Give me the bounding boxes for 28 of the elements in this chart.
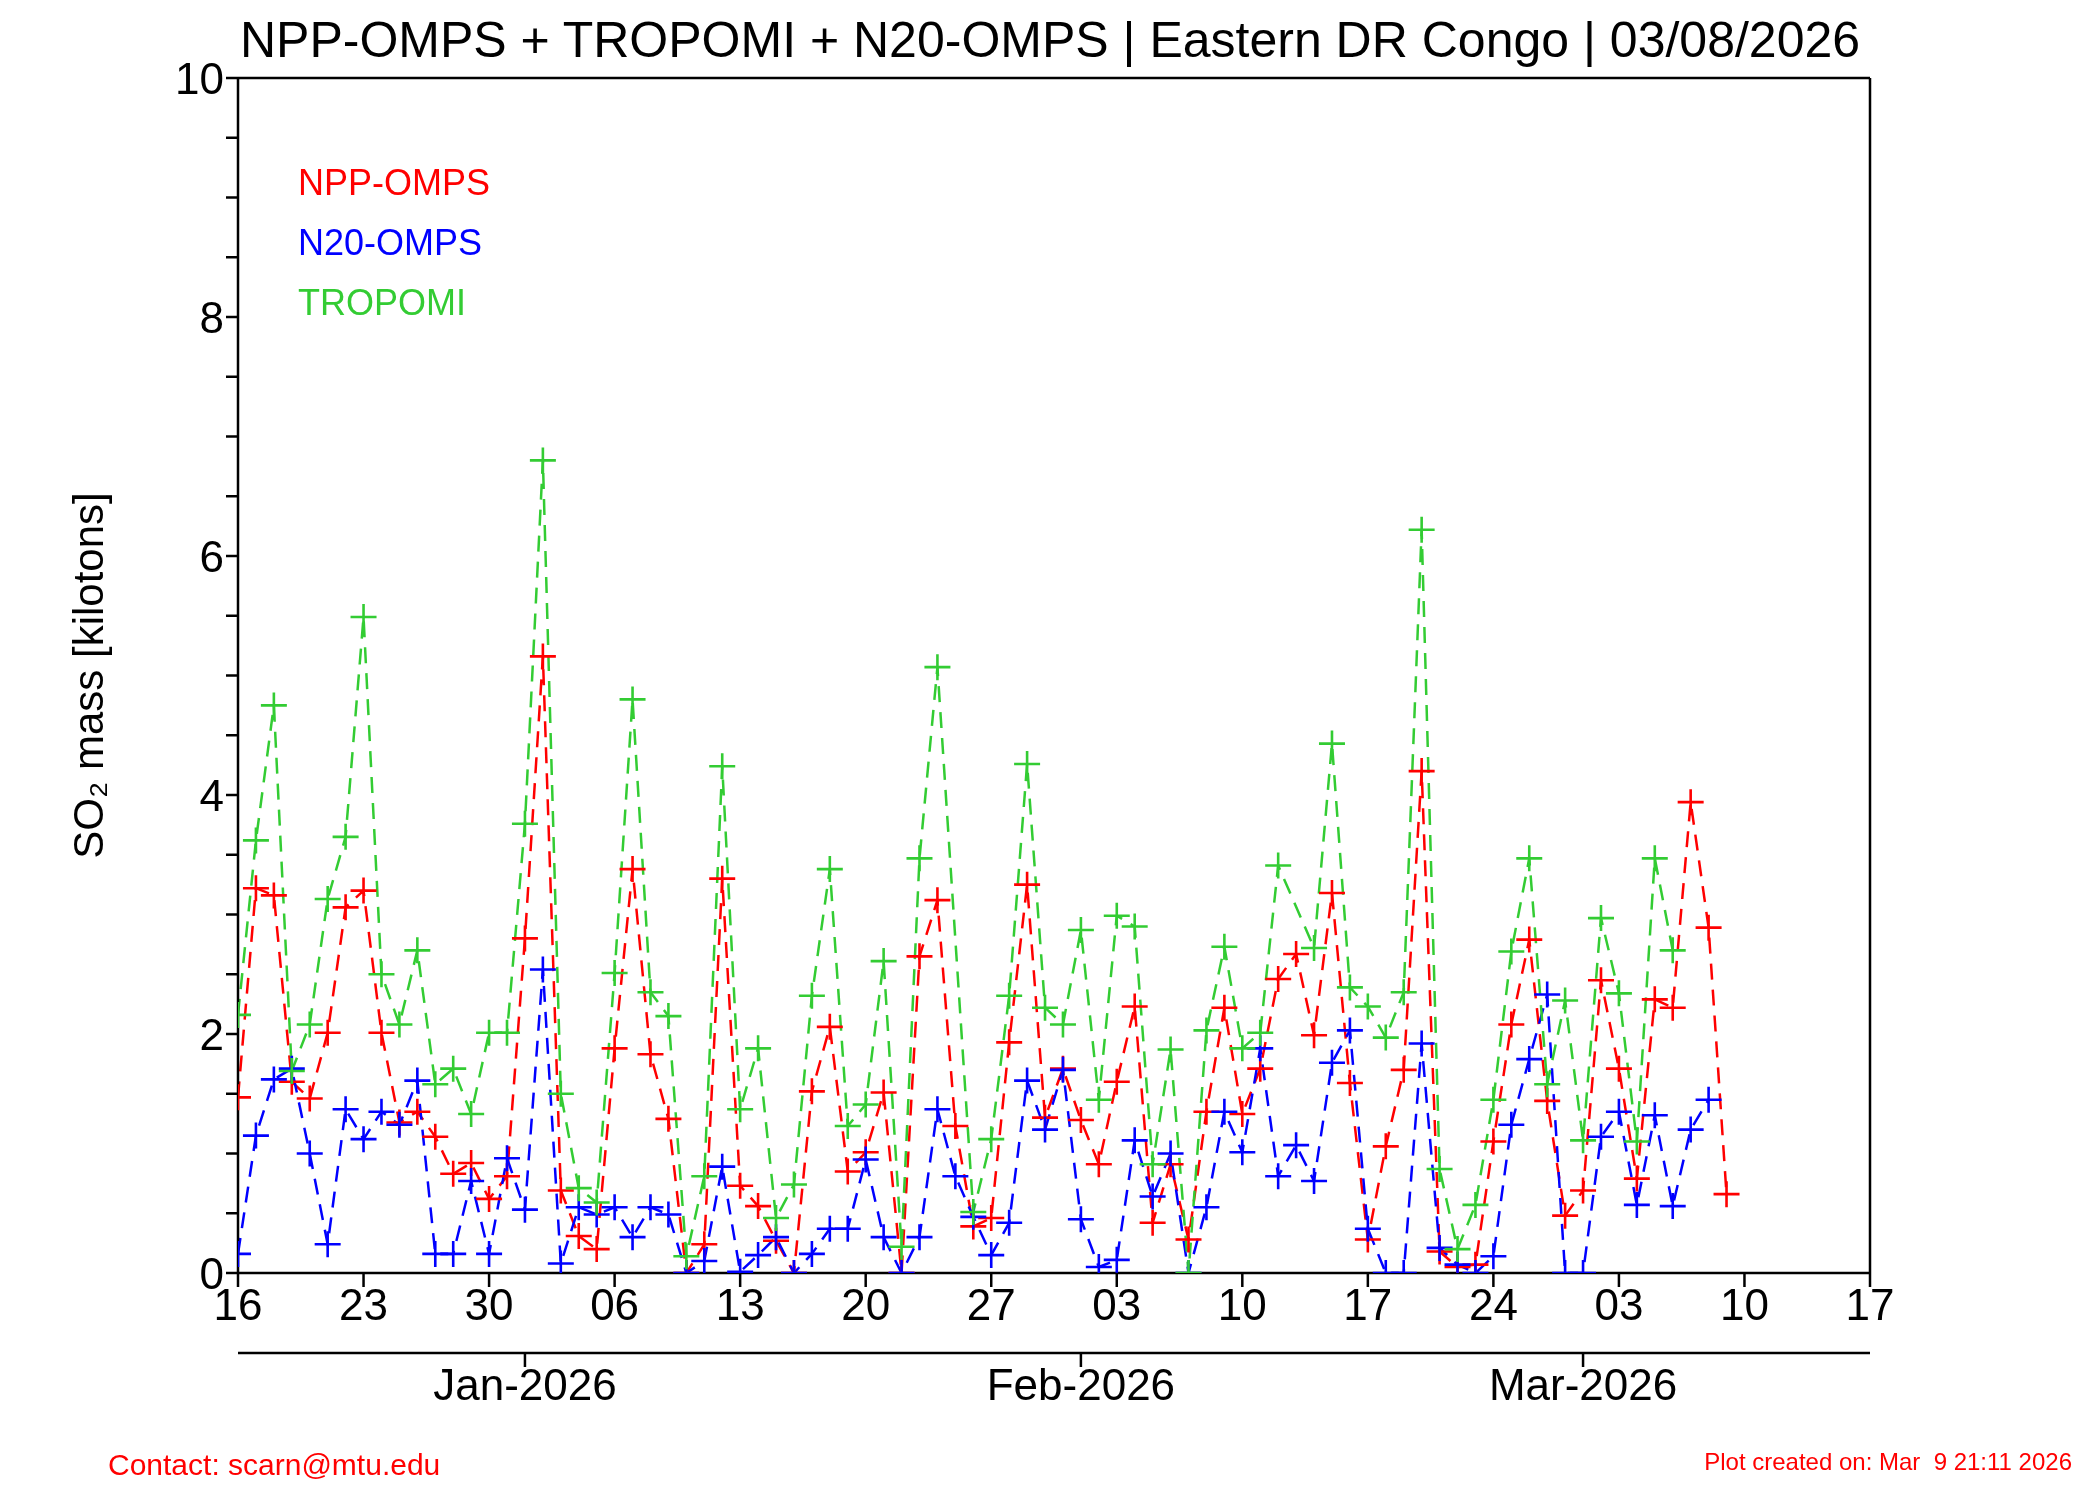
x2-tick-label: Feb-2026 [986,1360,1176,1410]
y-tick-label: 6 [199,531,224,581]
y-tick-label: 4 [199,770,224,820]
x-tick-label: 23 [339,1280,389,1330]
y-tick-label: 2 [199,1009,224,1059]
x2-tick-label: Jan-2026 [433,1360,617,1410]
text: Plot created on: Mar 9 21:11 2026 [1704,1448,2072,1476]
x-tick-label: 03 [1092,1280,1142,1330]
x-tick-label: 10 [1217,1280,1267,1330]
x-tick-label: 30 [464,1280,514,1330]
x-tick-label: 24 [1468,1280,1518,1330]
y-tick-label: 10 [175,53,224,103]
chart-title: NPP-OMPS + TROPOMI + N20-OMPS | Eastern DR Congo | 03/08/2026 [239,12,1861,68]
text: N20-OMPS [298,221,484,265]
x-tick-label: 06 [590,1280,640,1330]
y-tick-label: 8 [199,292,224,342]
x-tick-label: 10 [1719,1280,1769,1330]
y-axis-title: SO₂ mass [kilotons] [64,492,112,859]
x-tick-label: 20 [841,1280,891,1330]
x-tick-label: 03 [1594,1280,1644,1330]
text: NPP-OMPS [298,161,491,205]
text: TROPOMI [298,281,467,325]
x-tick-label: 17 [1343,1280,1393,1330]
x-tick-label: 27 [966,1280,1016,1330]
x-tick-label: 13 [715,1280,765,1330]
text: Contact: scarn@mtu.edu [108,1448,441,1482]
x-tick-label: 17 [1845,1280,1895,1330]
x2-tick-label: Mar-2026 [1488,1360,1678,1410]
